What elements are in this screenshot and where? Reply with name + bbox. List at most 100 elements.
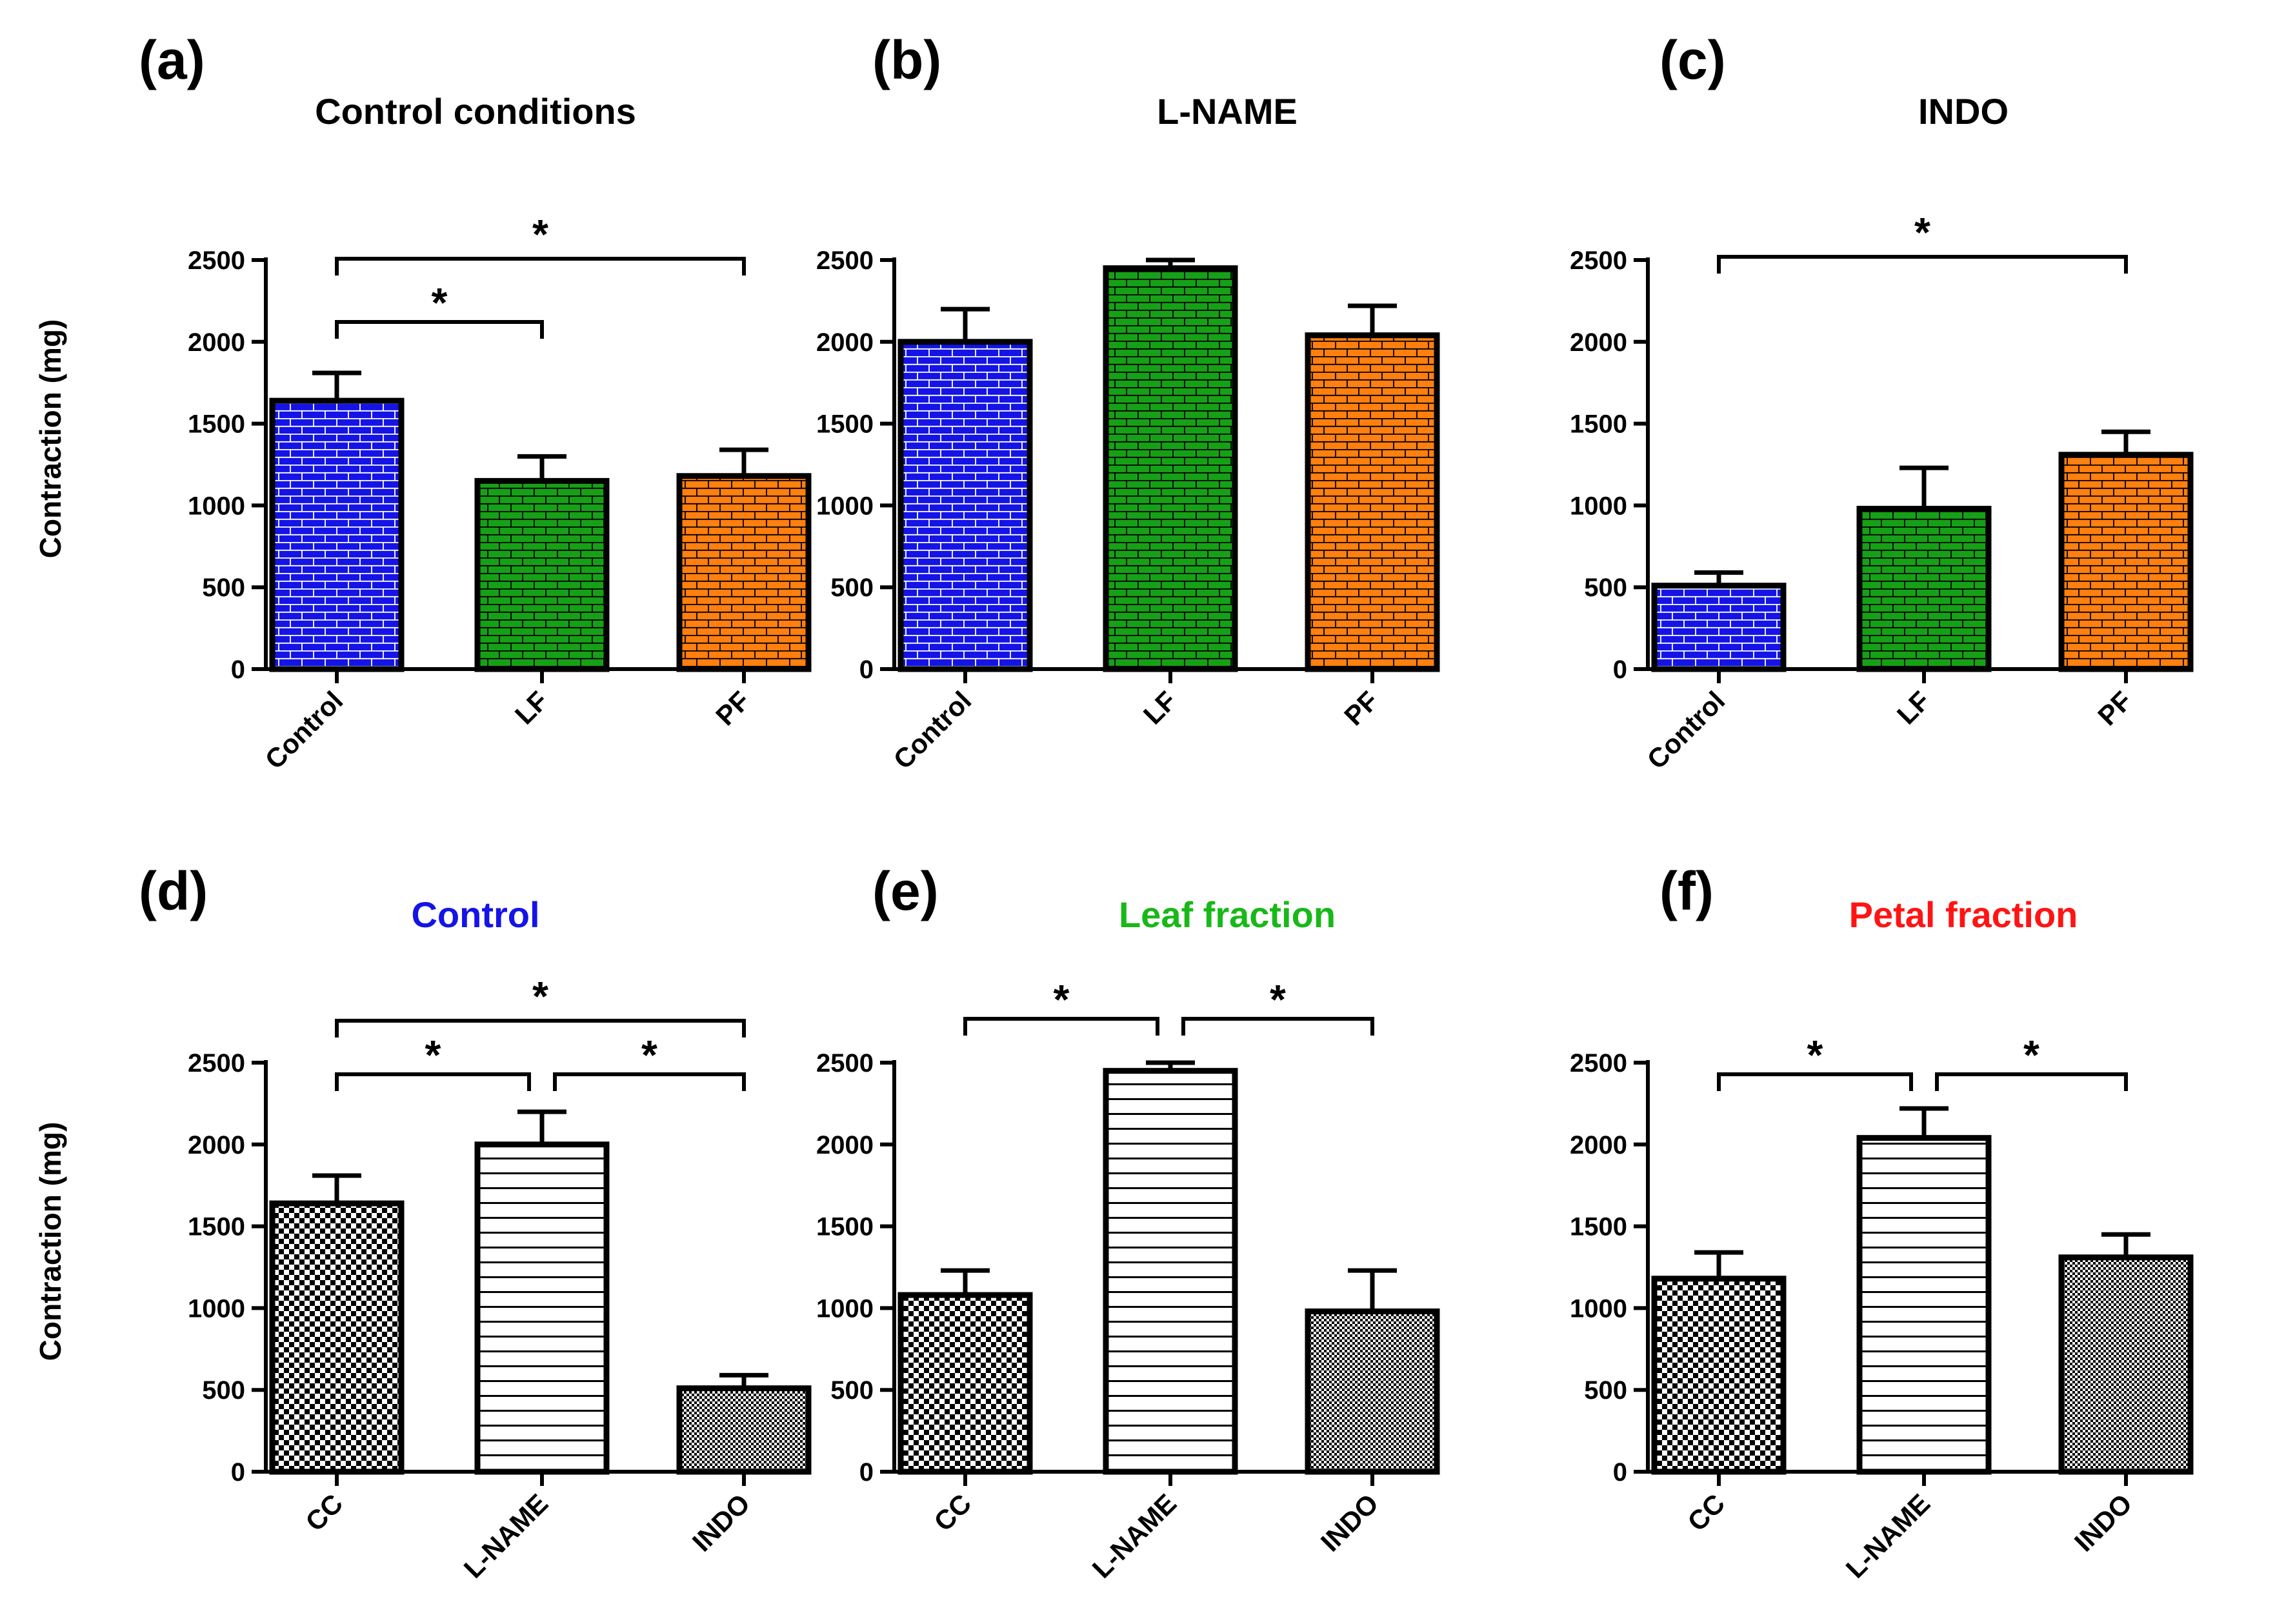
x-tick-label: Control [259, 685, 349, 775]
significance-bracket [1717, 1072, 1913, 1091]
chart-panel-a: (a) Control conditions Contraction (mg) 0 50… [34, 30, 812, 775]
x-tick-label: LF [509, 685, 554, 730]
y-tick-label: 0 [231, 1458, 245, 1487]
x-tick-label: INDO [1315, 1488, 1384, 1557]
y-tick-label: 2000 [1570, 1131, 1627, 1159]
bar-lf [1103, 265, 1238, 672]
significance-star: * [532, 973, 548, 1019]
bar-lf [1856, 505, 1992, 672]
significance-star: * [1914, 209, 1930, 256]
bar-l-name [474, 1141, 610, 1475]
panel-label: (d) [139, 861, 208, 921]
y-tick-label: 1000 [188, 1294, 245, 1323]
y-tick-label: 1500 [188, 410, 245, 439]
significance-star: * [532, 211, 548, 257]
y-tick-label: 2000 [188, 1131, 245, 1159]
x-tick-label: Control [888, 685, 977, 775]
y-tick-label: 2000 [816, 1131, 874, 1159]
y-tick-label: 2000 [816, 328, 874, 357]
significance-star: * [641, 1032, 657, 1078]
y-axis-label: Contraction (mg) [34, 319, 67, 559]
x-tick-label: CC [1681, 1488, 1730, 1537]
significance-bracket [335, 320, 544, 339]
bar-l-name [1103, 1068, 1238, 1475]
bar-control [897, 339, 1033, 672]
y-tick-label: 2500 [188, 246, 245, 275]
x-tick-label: L-NAME [1087, 1488, 1183, 1584]
x-tick-label: CC [299, 1488, 348, 1537]
panel-label: (b) [872, 30, 941, 90]
panel-label: (e) [872, 861, 939, 921]
y-tick-label: 500 [1584, 574, 1627, 602]
chart-title: L-NAME [1157, 91, 1298, 132]
y-tick-label: 500 [830, 1376, 874, 1405]
chart-panel-f: (f) Petal fraction 0 500 1000 1500 2000 2500 CC L… [1570, 861, 2194, 1584]
y-tick-label: 500 [830, 574, 874, 602]
chart-title: Leaf fraction [1119, 894, 1336, 935]
y-tick-label: 1000 [188, 492, 245, 520]
y-tick-label: 1000 [1570, 492, 1627, 520]
bar-pf [676, 473, 812, 672]
x-tick-label: INDO [686, 1488, 756, 1557]
significance-bracket [335, 257, 746, 276]
significance-star: * [432, 279, 448, 326]
significance-bracket [335, 1019, 746, 1038]
x-tick-label: L-NAME [458, 1488, 554, 1584]
y-tick-label: 1500 [1570, 1213, 1627, 1241]
significance-bracket [335, 1072, 531, 1091]
y-tick-label: 1000 [816, 1294, 874, 1323]
y-tick-label: 500 [202, 1376, 245, 1405]
y-tick-label: 1000 [816, 492, 874, 520]
bar-cc [897, 1292, 1033, 1475]
x-tick-label: L-NAME [1840, 1488, 1936, 1584]
bar-pf [2058, 452, 2194, 672]
bar-indo [676, 1385, 812, 1475]
bar-indo [2058, 1254, 2194, 1475]
significance-bracket [963, 1017, 1159, 1036]
y-tick-label: 2500 [188, 1049, 245, 1078]
significance-star: * [1054, 976, 1070, 1023]
x-tick-label: PF [710, 685, 756, 731]
significance-star: * [425, 1032, 441, 1078]
chart-panel-b: (b) L-NAME 0 500 1000 1500 2000 2500 Control LF PF [816, 30, 1440, 775]
significance-star: * [2023, 1032, 2039, 1078]
significance-bracket [1935, 1072, 2128, 1091]
x-tick-label: CC [928, 1488, 977, 1537]
panel-label: (f) [1659, 861, 1714, 921]
y-tick-label: 2500 [1570, 1049, 1627, 1078]
y-tick-label: 2500 [1570, 246, 1627, 275]
x-tick-label: INDO [2069, 1488, 2138, 1557]
significance-star: * [1270, 976, 1286, 1023]
y-tick-label: 0 [231, 656, 245, 684]
chart-panel-d: (d) Control Contraction (mg) 0 500 1000 1500 20… [34, 861, 812, 1584]
significance-star: * [1807, 1032, 1823, 1078]
y-tick-label: 2500 [816, 246, 874, 275]
bar-cc [1651, 1276, 1787, 1475]
x-tick-label: PF [2092, 685, 2138, 731]
panel-label: (c) [1659, 30, 1726, 90]
panel-label: (a) [139, 30, 205, 90]
y-tick-label: 500 [202, 574, 245, 602]
y-tick-label: 0 [859, 656, 874, 684]
y-tick-label: 500 [1584, 1376, 1627, 1405]
significance-bracket [1717, 255, 2128, 274]
y-tick-label: 2500 [816, 1049, 874, 1078]
y-tick-label: 0 [1613, 1458, 1627, 1487]
y-tick-label: 2000 [188, 328, 245, 357]
bar-control [269, 397, 405, 672]
x-tick-label: Control [1641, 685, 1731, 775]
y-tick-label: 1500 [816, 410, 874, 439]
bar-indo [1305, 1308, 1440, 1475]
bar-lf [474, 477, 610, 672]
chart-title: INDO [1918, 91, 2009, 132]
x-tick-label: PF [1338, 685, 1384, 731]
y-tick-label: 1500 [1570, 410, 1627, 439]
x-tick-label: LF [1891, 685, 1936, 730]
bar-l-name [1856, 1135, 1992, 1475]
chart-title: Control [411, 894, 539, 935]
y-axis-label: Contraction (mg) [34, 1122, 67, 1361]
y-tick-label: 1500 [188, 1213, 245, 1241]
significance-bracket [553, 1072, 746, 1091]
y-tick-label: 1000 [1570, 1294, 1627, 1323]
